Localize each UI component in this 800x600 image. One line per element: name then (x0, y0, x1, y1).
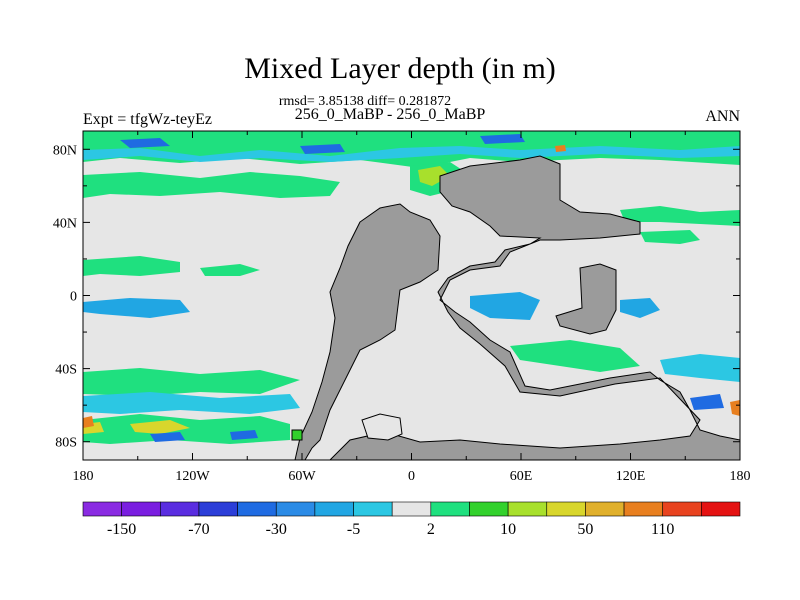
equatorial-pacific-blue (83, 298, 190, 318)
colorbar-label: 110 (651, 521, 674, 538)
colorbar-swatch (121, 501, 161, 517)
island-east (555, 263, 617, 335)
colorbar: -150 -70 -30 -5 2 10 50 110 (82, 501, 741, 538)
lon-tick-label: 120W (175, 469, 210, 484)
antarctic-band-yellow (83, 420, 190, 434)
south-atlantic-green (510, 340, 640, 372)
lon-tick-label: 60W (288, 469, 316, 484)
lat-tick-label: 80S (55, 436, 77, 451)
plot-title: Mixed Layer depth (in m) (244, 52, 556, 85)
colorbar-swatch (82, 501, 122, 517)
colorbar-label: -150 (107, 521, 136, 538)
lon-tick-label: 180 (73, 469, 94, 484)
equatorial-atlantic-blue (470, 292, 540, 320)
colorbar-swatch (237, 501, 277, 517)
lat-tick-label: 80N (53, 143, 77, 158)
continent-west (294, 203, 441, 460)
colorbar-swatch (623, 501, 664, 517)
season-label: ANN (705, 108, 740, 125)
lat-tick-label: 0 (70, 290, 77, 305)
colorbar-swatch (662, 501, 702, 517)
lon-tick-label: 180 (730, 469, 751, 484)
colorbar-swatch (314, 501, 354, 517)
south-indian-cyan (660, 354, 740, 382)
nw-pacific-green (620, 206, 740, 226)
colorbar-swatch (391, 501, 432, 517)
continent-east (305, 155, 740, 460)
colorbar-swatch (701, 501, 741, 517)
lon-tick-label: 120E (616, 469, 646, 484)
subtropical-north-green (83, 256, 260, 276)
colorbar-swatch (159, 501, 200, 517)
colorbar-swatch (469, 501, 509, 517)
lat-tick-label: 40N (53, 216, 77, 231)
southern-ocean-cyan (83, 392, 300, 414)
colorbar-label: -30 (266, 521, 287, 538)
colorbar-swatch (275, 501, 316, 517)
plot-subtitle: 256_0_MaBP - 256_0_MaBP (294, 106, 486, 123)
arctic-cyan (83, 146, 740, 162)
colorbar-swatch (198, 501, 238, 517)
colorbar-swatch (507, 501, 548, 517)
arctic-orange-spot (555, 145, 566, 152)
colorbar-swatch (430, 501, 470, 517)
indian-ocean-blue (620, 298, 660, 318)
lon-tick-label: 0 (408, 469, 415, 484)
stats-line: rmsd= 3.85138 diff= 0.281872 (278, 94, 452, 109)
colorbar-swatch (353, 501, 393, 517)
colorbar-swatch (585, 501, 625, 517)
north-atlantic-yellow (418, 166, 450, 186)
interior-sea-island (361, 413, 403, 441)
arctic-blue-spots (120, 134, 525, 154)
lon-tick-label: 60E (510, 469, 533, 484)
colorbar-swatch (546, 501, 586, 517)
land-masses (291, 155, 740, 460)
map-ticks: 80N 40N 0 40S 80S 180 120W 60W 0 60E 120E 180 (53, 131, 751, 484)
lat-tick-label: 40S (55, 363, 77, 378)
southern-ocean-green (83, 368, 300, 396)
colorbar-label: 10 (500, 521, 516, 538)
map-panel: 80N 40N 0 40S 80S 180 120W 60W 0 60E 120E 180 (53, 130, 751, 484)
experiment-label: Expt = tfgWz-teyEz (83, 111, 212, 128)
colorbar-label: 50 (577, 521, 593, 538)
anomaly-contours (83, 131, 740, 444)
small-island (291, 429, 303, 441)
north-indian-green (640, 230, 700, 244)
colorbar-label: -70 (188, 521, 209, 538)
colorbar-label: 2 (427, 521, 435, 538)
north-pacific-green (83, 172, 340, 198)
colorbar-label: -5 (347, 521, 360, 538)
